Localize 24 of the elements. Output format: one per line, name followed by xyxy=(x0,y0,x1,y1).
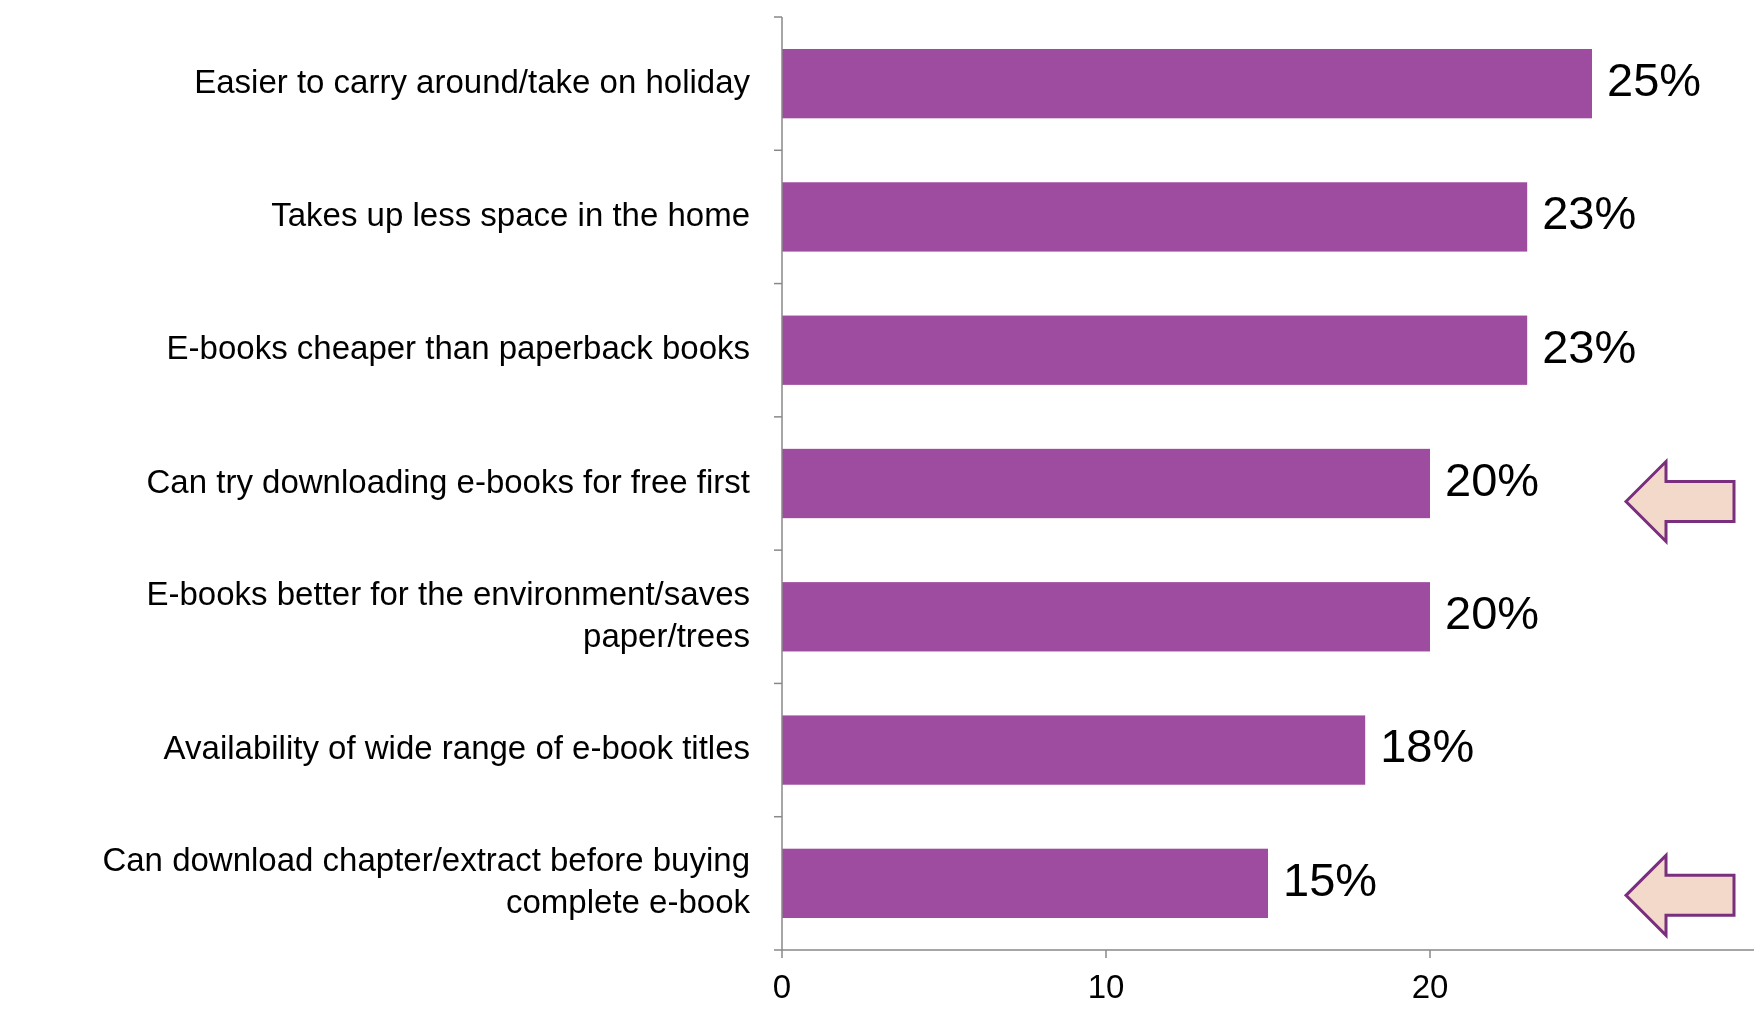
y-tick-label: Availability of wide range of e-book titles xyxy=(163,728,750,766)
x-tick-label: 10 xyxy=(1087,968,1125,1005)
y-tick-label: E-books cheaper than paperback books xyxy=(166,328,750,366)
bar xyxy=(782,448,1430,519)
bar xyxy=(782,48,1592,119)
y-tick-label: Easier to carry around/take on holiday xyxy=(194,62,751,100)
data-label: 23% xyxy=(1542,186,1637,240)
x-tick-label: 0 xyxy=(772,968,792,1005)
data-label: 18% xyxy=(1380,719,1475,773)
bar xyxy=(782,315,1528,385)
y-tick-label: Takes up less space in the home xyxy=(271,195,750,233)
data-label: 20% xyxy=(1445,452,1540,506)
bar xyxy=(782,182,1528,252)
data-label: 20% xyxy=(1445,586,1540,640)
bar xyxy=(782,582,1430,652)
y-tick-label: E-books better for the environment/saves paper/trees xyxy=(146,574,750,654)
data-label: 25% xyxy=(1607,53,1702,107)
data-label: 15% xyxy=(1283,852,1378,906)
bar xyxy=(782,848,1268,919)
bar xyxy=(782,715,1366,785)
y-tick-label: Can download chapter/extract before buying complete e-book xyxy=(102,841,751,921)
y-tick-label: Can try downloading e-books for free first xyxy=(146,462,750,500)
x-tick-label: 20 xyxy=(1411,968,1449,1005)
data-label: 23% xyxy=(1542,319,1637,373)
